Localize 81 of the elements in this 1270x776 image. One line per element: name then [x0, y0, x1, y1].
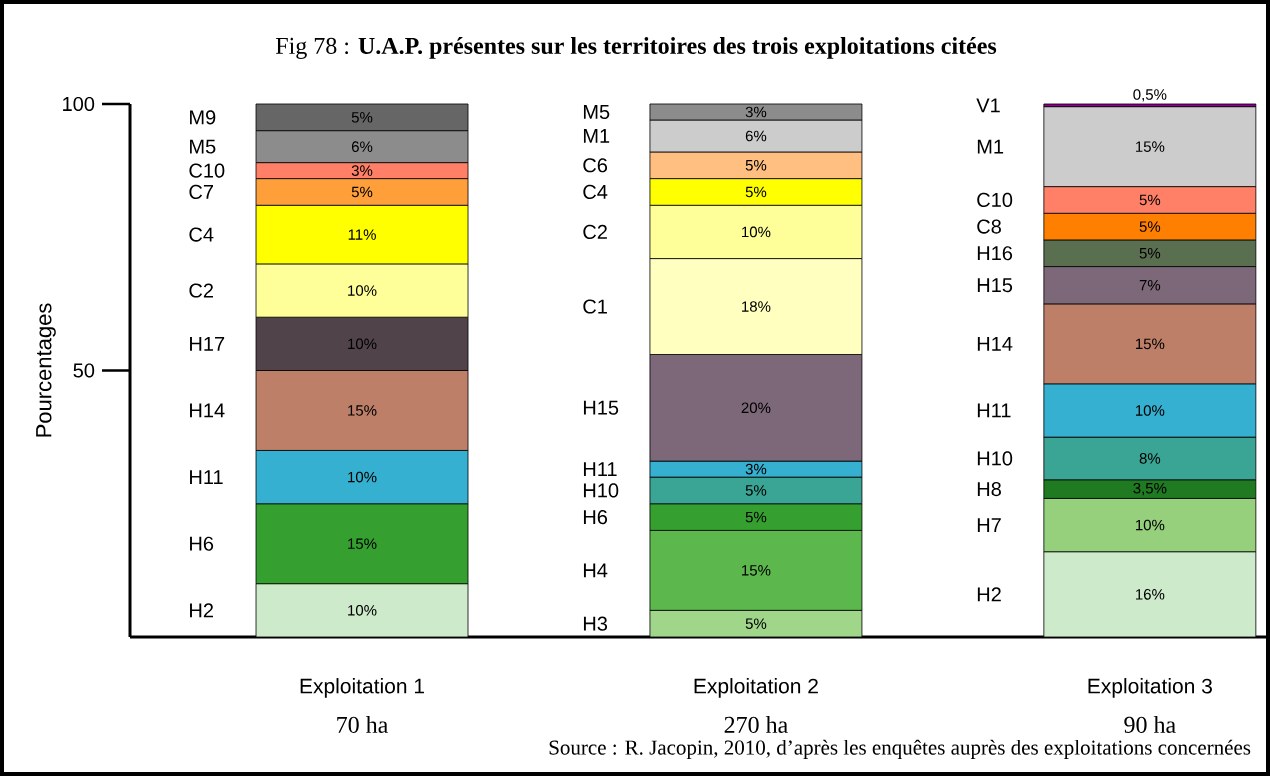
x-tick-label: Exploitation 3: [1088, 678, 1212, 698]
data-label: 18%: [742, 301, 771, 312]
text: H11: [977, 403, 1011, 418]
text: H4: [583, 563, 608, 578]
text: M1: [977, 139, 1004, 154]
text: M9: [190, 110, 216, 125]
y-tick-label: 100: [63, 96, 95, 112]
text: M1: [583, 129, 610, 143]
source-note: Source : R. Jacopin, 2010, d’après les enquêtes auprès des exploitations concernées: [549, 739, 1251, 759]
text: H2: [190, 603, 213, 618]
data-label: 5%: [1139, 221, 1161, 232]
text: M5: [190, 139, 216, 154]
text: H10: [977, 451, 1013, 466]
data-label: 3%: [351, 165, 373, 176]
data-label: 10%: [742, 226, 771, 238]
data-label: 11%: [348, 229, 376, 240]
text: C7: [189, 184, 213, 200]
text: H2: [977, 587, 1001, 602]
y-axis-title: Pourcentages: [36, 303, 56, 437]
data-label: 10%: [348, 605, 377, 616]
data-label: 10%: [348, 471, 377, 483]
data-label: 0,5%: [1133, 89, 1167, 102]
data-label: 16%: [1135, 589, 1165, 600]
x-tick-label: Exploitation 2: [694, 678, 818, 698]
text: H11: [583, 462, 617, 476]
data-label: 5%: [351, 186, 373, 198]
text: H7: [977, 518, 1001, 532]
text: C10: [977, 192, 1013, 207]
data-label: 15%: [348, 538, 377, 549]
text: H3: [583, 616, 608, 631]
data-label: 5%: [745, 186, 767, 198]
data-label: 5%: [351, 112, 373, 123]
text: M5: [583, 105, 610, 119]
series-label: H10: [583, 483, 619, 498]
data-label: 10%: [348, 285, 377, 296]
x-tick-label: Exploitation 1: [300, 678, 424, 698]
data-label: 15%: [742, 565, 771, 576]
text: C2: [189, 283, 213, 298]
y-tick-label: 50: [73, 363, 95, 378]
data-label: 10%: [1135, 405, 1165, 416]
text: C1: [583, 299, 607, 314]
text: C8: [977, 219, 1001, 234]
data-label: 6%: [351, 141, 373, 152]
series-label: H14: [190, 403, 225, 418]
data-label: 10%: [1135, 519, 1165, 531]
data-label: 8%: [1139, 453, 1161, 464]
series-label: H17: [190, 336, 225, 351]
text: H6: [190, 536, 214, 551]
text: V1: [976, 98, 1000, 113]
data-label: 15%: [348, 405, 377, 416]
text: 70 ha: [337, 716, 389, 733]
text: C4: [189, 227, 214, 242]
text: H14: [977, 336, 1013, 351]
data-label: 5%: [745, 485, 767, 496]
text: H8: [977, 482, 1001, 497]
text: 90 ha: [1124, 716, 1176, 733]
data-label: 5%: [1139, 194, 1161, 206]
data-label: 15%: [1135, 141, 1165, 152]
text: C6: [583, 158, 608, 173]
chart-title: Fig 78 : U.A.P. présentes sur les territoires des trois exploitations citées: [275, 37, 997, 59]
data-label: 5%: [1139, 247, 1161, 259]
data-label: 10%: [348, 338, 377, 350]
text: H6: [583, 509, 608, 525]
data-label: 7%: [1139, 279, 1161, 291]
data-label: 20%: [741, 402, 771, 414]
text: C2: [583, 224, 607, 239]
text: C4: [583, 184, 608, 200]
text: H15: [977, 278, 1013, 293]
series-label: H11: [190, 470, 223, 484]
data-label: 5%: [745, 160, 767, 171]
data-label: 15%: [1135, 338, 1165, 350]
series-label: H16: [977, 246, 1013, 261]
data-label: 3%: [745, 106, 767, 118]
data-label: 5%: [745, 511, 767, 523]
series-label: H15: [583, 400, 619, 415]
series-label: C10: [189, 163, 225, 178]
text: 270 ha: [724, 716, 788, 733]
data-label: 6%: [745, 130, 767, 142]
data-label: 3,5%: [1133, 482, 1167, 496]
data-label: 5%: [745, 618, 767, 629]
data-label: 3%: [745, 463, 767, 475]
